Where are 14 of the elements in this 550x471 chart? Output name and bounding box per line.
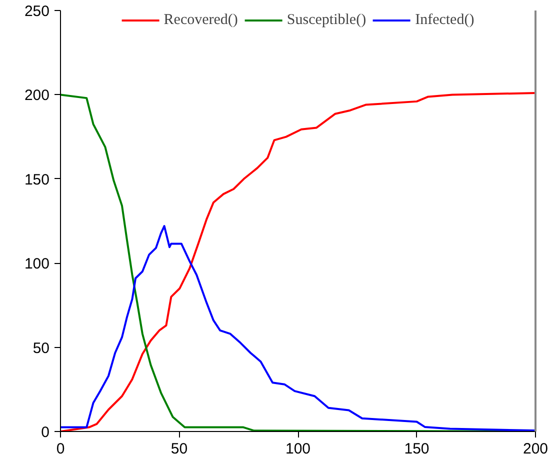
x-tick-label: 50: [170, 440, 188, 458]
y-tick-label: 250: [24, 3, 50, 20]
y-tick-label: 150: [24, 171, 50, 188]
legend-label: Recovered(): [164, 12, 238, 28]
y-tick-label: 200: [24, 87, 50, 104]
legend-label: Susceptible(): [286, 12, 366, 28]
x-tick-label: 150: [404, 440, 430, 458]
y-tick-label: 50: [32, 340, 50, 357]
x-tick-label: 100: [285, 440, 311, 458]
y-tick-label: 0: [41, 424, 50, 441]
x-tick-label: 0: [56, 440, 65, 458]
y-tick-label: 100: [24, 256, 50, 273]
x-tick-label: 200: [522, 440, 548, 458]
legend-label: Infected(): [415, 12, 474, 28]
